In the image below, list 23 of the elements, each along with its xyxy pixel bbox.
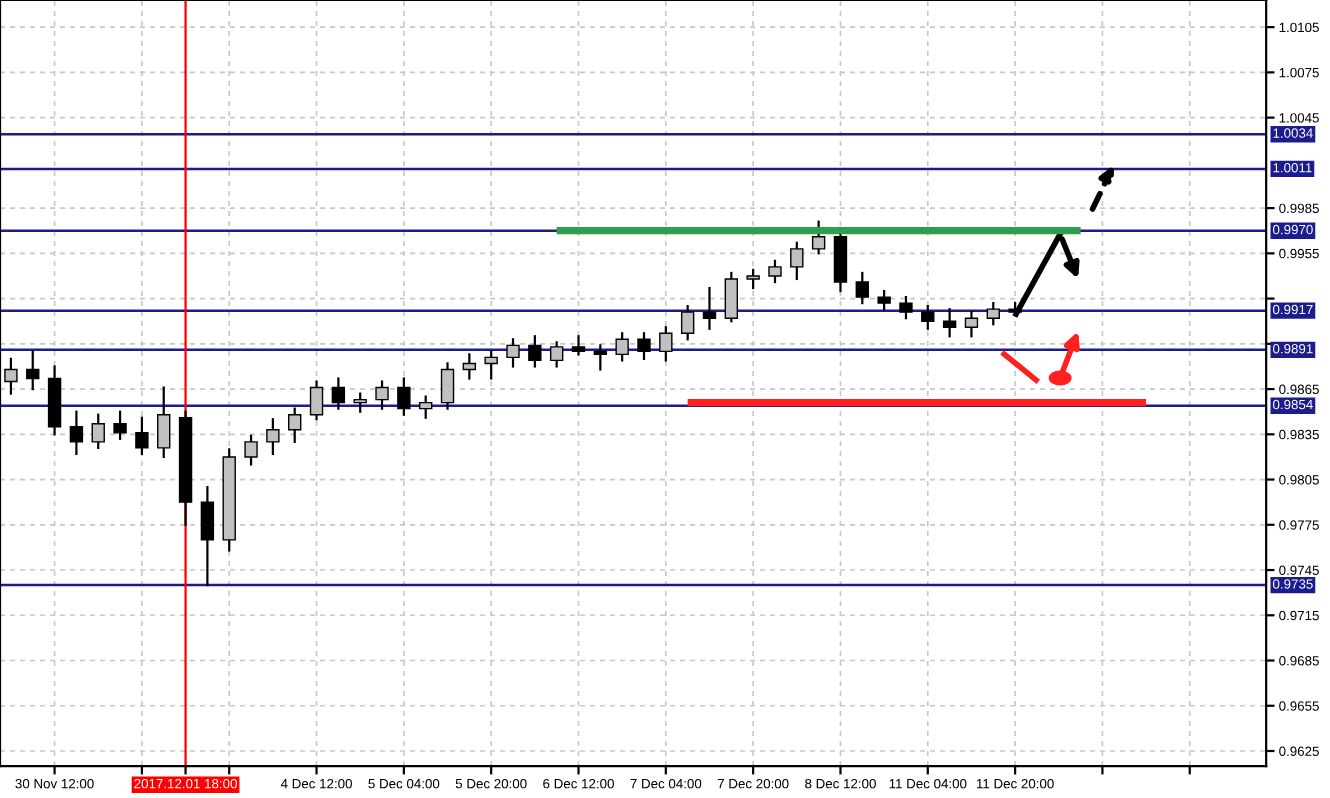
candlestick (637, 332, 651, 361)
candlestick (331, 377, 346, 410)
candlestick (113, 410, 127, 440)
candlestick (593, 344, 608, 371)
candlestick (899, 295, 913, 320)
candlestick (855, 271, 869, 305)
candlestick (69, 410, 84, 456)
candlestick (702, 286, 717, 330)
candlestick (528, 335, 542, 368)
candlestick (26, 350, 40, 391)
candlestick (462, 353, 477, 380)
candlestick (200, 485, 215, 587)
candlestick (768, 259, 782, 284)
candlestick (397, 377, 411, 416)
candlestick (571, 335, 586, 356)
candlestick (964, 311, 979, 338)
candlestick (877, 289, 891, 311)
candlestick (135, 416, 149, 456)
candlestick (418, 395, 433, 419)
candlestick (680, 305, 695, 341)
candlestick (942, 308, 957, 338)
candlestick (833, 229, 848, 293)
candlestick (921, 305, 935, 330)
